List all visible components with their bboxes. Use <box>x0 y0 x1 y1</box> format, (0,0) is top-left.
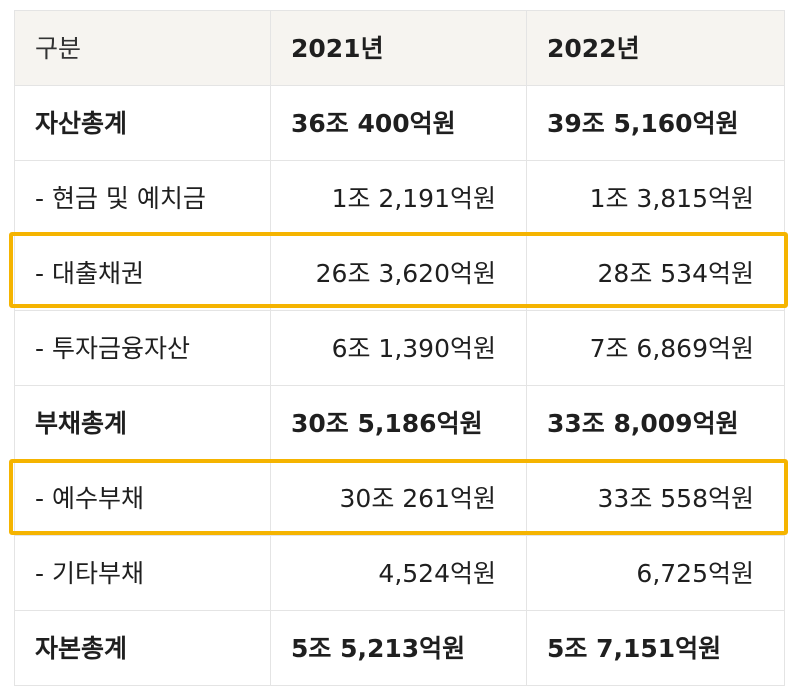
row-label: 부채총계 <box>14 385 271 461</box>
value-2022: 5조 7,151억원 <box>526 610 785 686</box>
row-loans: - 대출채권 26조 3,620억원 28조 534억원 <box>14 235 785 311</box>
row-total-assets: 자산총계 36조 400억원 39조 5,160억원 <box>14 85 785 161</box>
header-category: 구분 <box>14 10 271 86</box>
table-header-row: 구분 2021년 2022년 <box>14 10 785 86</box>
value-2021: 1조 2,191억원 <box>270 160 527 236</box>
value-2022: 1조 3,815억원 <box>526 160 785 236</box>
row-deposit-liabilities: - 예수부채 30조 261억원 33조 558억원 <box>14 460 785 536</box>
value-2022: 33조 8,009억원 <box>526 385 785 461</box>
value-2021: 6조 1,390억원 <box>270 310 527 386</box>
row-other-liabilities: - 기타부채 4,524억원 6,725억원 <box>14 535 785 611</box>
financial-table: 구분 2021년 2022년 자산총계 36조 400억원 39조 5,160억… <box>14 10 785 686</box>
row-cash-deposits: - 현금 및 예치금 1조 2,191억원 1조 3,815억원 <box>14 160 785 236</box>
value-2021: 4,524억원 <box>270 535 527 611</box>
row-total-equity: 자본총계 5조 5,213억원 5조 7,151억원 <box>14 610 785 686</box>
value-2021: 30조 5,186억원 <box>270 385 527 461</box>
header-2021: 2021년 <box>270 10 527 86</box>
row-label: - 기타부채 <box>14 535 271 611</box>
header-2022: 2022년 <box>526 10 785 86</box>
value-2022: 39조 5,160억원 <box>526 85 785 161</box>
value-2022: 33조 558억원 <box>526 460 785 536</box>
row-label: - 예수부채 <box>14 460 271 536</box>
row-investment-assets: - 투자금융자산 6조 1,390억원 7조 6,869억원 <box>14 310 785 386</box>
value-2021: 30조 261억원 <box>270 460 527 536</box>
value-2021: 26조 3,620억원 <box>270 235 527 311</box>
row-label: - 대출채권 <box>14 235 271 311</box>
value-2022: 28조 534억원 <box>526 235 785 311</box>
row-label: 자본총계 <box>14 610 271 686</box>
value-2021: 36조 400억원 <box>270 85 527 161</box>
value-2022: 7조 6,869억원 <box>526 310 785 386</box>
row-total-liabilities: 부채총계 30조 5,186억원 33조 8,009억원 <box>14 385 785 461</box>
row-label: 자산총계 <box>14 85 271 161</box>
value-2022: 6,725억원 <box>526 535 785 611</box>
row-label: - 투자금융자산 <box>14 310 271 386</box>
value-2021: 5조 5,213억원 <box>270 610 527 686</box>
row-label: - 현금 및 예치금 <box>14 160 271 236</box>
